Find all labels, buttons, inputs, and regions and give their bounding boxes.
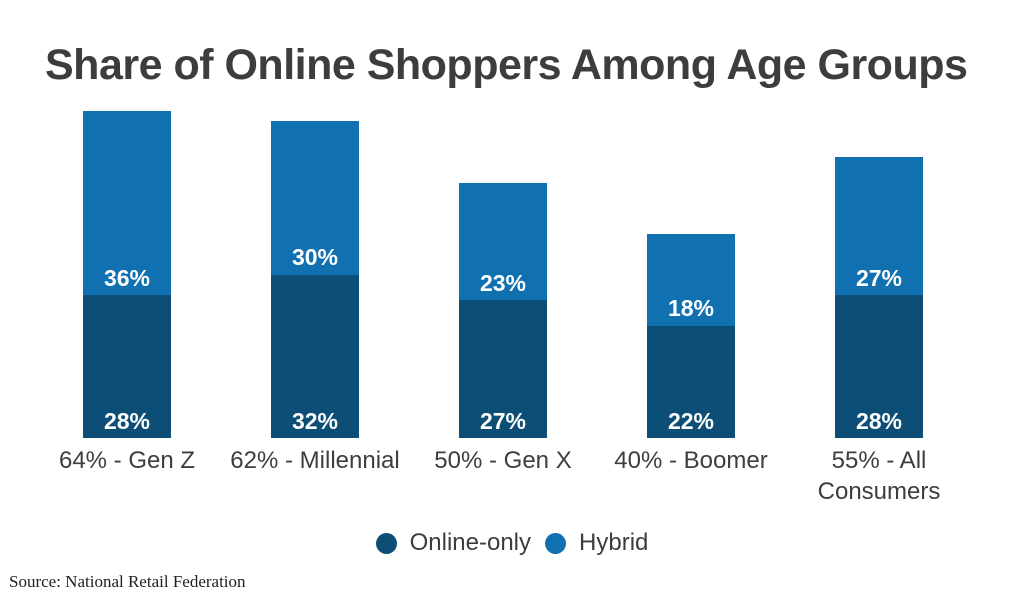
online-only-segment-value-label: 27% — [479, 407, 527, 434]
hybrid-segment: 30% — [271, 121, 359, 275]
bar-group-5: 27% 28% — [835, 156, 923, 438]
online-only-segment: 28% — [835, 294, 923, 438]
online-only-segment-value-label: 32% — [291, 407, 339, 434]
category-labels: 64% - Gen Z 62% - Millennial 50% - Gen X 40… — [33, 446, 973, 507]
bars: 36% 28% 30% 32% 23% 27% 18% 22% 27% 28% — [83, 98, 923, 438]
online-only-segment-value-label: 22% — [667, 407, 715, 434]
category-label-3: 50% - Gen X — [434, 447, 572, 474]
category-label-5: 55% - All Consumers — [817, 447, 941, 505]
hybrid-segment: 18% — [647, 233, 735, 326]
online-only-segment: 28% — [83, 294, 171, 438]
bar-group-4: 18% 22% — [647, 233, 735, 438]
category-label-4: 40% - Boomer — [614, 447, 768, 474]
legend-label-online-only: Online-only — [409, 529, 532, 556]
hybrid-segment-value-label: 18% — [667, 295, 715, 322]
online-only-swatch-icon — [375, 532, 397, 554]
legend-item-hybrid: Hybrid — [545, 531, 648, 555]
online-only-segment: 32% — [271, 274, 359, 438]
bar-group-2: 30% 32% — [271, 121, 359, 438]
hybrid-segment-value-label: 27% — [855, 264, 903, 291]
hybrid-segment-value-label: 23% — [479, 269, 527, 296]
online-only-segment-value-label: 28% — [103, 407, 151, 434]
hybrid-swatch-icon — [545, 532, 567, 554]
hybrid-segment: 23% — [459, 182, 547, 300]
bar-group-3: 23% 27% — [459, 182, 547, 438]
online-only-segment: 22% — [647, 325, 735, 438]
hybrid-segment-value-label: 36% — [103, 264, 151, 291]
hybrid-segment-value-label: 30% — [291, 244, 339, 271]
category-label-2: 62% - Millennial — [230, 447, 400, 474]
legend-label-hybrid: Hybrid — [579, 529, 649, 556]
category-label-1: 64% - Gen Z — [58, 447, 196, 474]
legend: Online-only Hybrid — [0, 531, 1024, 555]
online-only-segment-value-label: 28% — [855, 407, 903, 434]
online-only-segment: 27% — [459, 300, 547, 438]
legend-item-online-only: Online-only — [375, 529, 532, 556]
source-attribution: Source: National Retail Federation — [9, 572, 246, 591]
hybrid-segment: 36% — [83, 110, 171, 295]
bar-group-1: 36% 28% — [83, 110, 171, 438]
hybrid-segment: 27% — [835, 156, 923, 295]
chart-title: Share of Online Shoppers Among Age Group… — [45, 41, 968, 89]
